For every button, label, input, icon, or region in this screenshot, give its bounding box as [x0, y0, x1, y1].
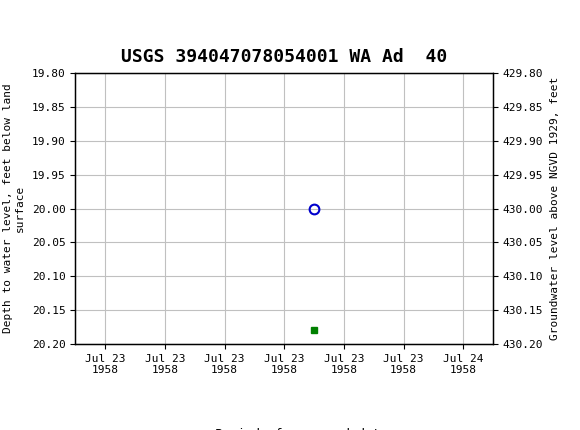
Title: USGS 394047078054001 WA Ad  40: USGS 394047078054001 WA Ad 40: [121, 48, 447, 66]
Legend: Period of approved data: Period of approved data: [176, 423, 393, 430]
Y-axis label: Depth to water level, feet below land
surface: Depth to water level, feet below land su…: [3, 84, 25, 333]
Y-axis label: Groundwater level above NGVD 1929, feet: Groundwater level above NGVD 1929, feet: [550, 77, 560, 340]
Text: ≡USGS: ≡USGS: [12, 16, 78, 36]
